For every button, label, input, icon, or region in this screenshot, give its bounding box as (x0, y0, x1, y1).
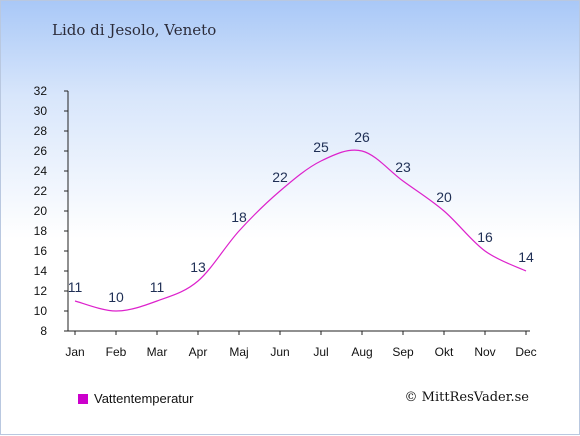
data-label-mar: 11 (150, 279, 165, 295)
data-label-nov: 16 (477, 229, 493, 245)
data-label-jun: 22 (272, 169, 288, 185)
location-title: Lido di Jesolo, Veneto (52, 21, 217, 39)
data-label-okt: 20 (436, 189, 452, 205)
plot-area (74, 149, 527, 312)
series-line-water-temperature (74, 149, 527, 312)
data-label-jul: 25 (313, 139, 329, 155)
x-tick-label: Nov (474, 345, 495, 359)
y-tick-label: 32 (34, 84, 48, 98)
data-label-sep: 23 (395, 159, 411, 175)
y-tick-label: 30 (34, 104, 48, 118)
data-label-jan: 11 (68, 279, 83, 295)
y-tick-label: 16 (34, 244, 48, 258)
x-tick-label: Sep (392, 345, 414, 359)
y-tick-label: 8 (40, 324, 47, 338)
x-tick-label: Aug (351, 345, 372, 359)
y-tick-label: 24 (34, 164, 48, 178)
x-tick-label: Okt (435, 345, 454, 359)
chart-axes: 8 10 12 14 16 18 20 22 24 26 28 30 32 Jan Feb Mar Apr Maj… (34, 84, 537, 359)
y-tick-label: 26 (34, 144, 48, 158)
x-tick-label: Jan (65, 345, 84, 359)
x-tick-label: Maj (229, 345, 248, 359)
site-credit: © MittResVader.se (404, 390, 529, 405)
y-tick-label: 28 (34, 124, 48, 138)
y-tick-label: 10 (34, 304, 48, 318)
data-label-apr: 13 (190, 259, 206, 275)
data-label-maj: 18 (231, 209, 247, 225)
data-label-dec: 14 (518, 249, 534, 265)
x-tick-label: Jun (270, 345, 289, 359)
data-labels: 11 10 11 13 18 22 25 26 23 20 16 14 (68, 129, 534, 305)
legend-swatch (78, 393, 88, 404)
x-tick-label: Jul (313, 345, 328, 359)
y-tick-label: 14 (34, 264, 48, 278)
y-tick-label: 20 (34, 204, 48, 218)
y-tick-label: 12 (34, 284, 48, 298)
data-label-aug: 26 (354, 129, 370, 145)
x-tick-label: Feb (106, 345, 127, 359)
y-tick-label: 22 (34, 184, 48, 198)
y-tick-label: 18 (34, 224, 48, 238)
x-tick-label: Apr (189, 345, 208, 359)
legend: Vattentemperatur (78, 391, 193, 406)
legend-label: Vattentemperatur (94, 391, 194, 406)
data-label-feb: 10 (108, 289, 124, 305)
x-tick-label: Mar (147, 345, 168, 359)
x-tick-label: Dec (515, 345, 536, 359)
